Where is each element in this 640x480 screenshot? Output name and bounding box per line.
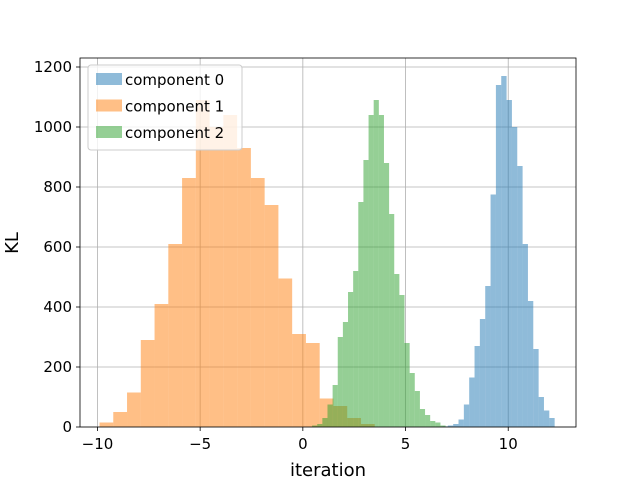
legend-label: component 1 bbox=[125, 98, 224, 116]
histogram-bar bbox=[292, 334, 306, 427]
histogram-bar bbox=[538, 397, 544, 427]
histogram-bar bbox=[342, 322, 349, 427]
legend-swatch bbox=[96, 99, 122, 112]
histogram-bar bbox=[430, 421, 436, 427]
histogram-bar bbox=[154, 304, 169, 427]
histogram-bar bbox=[479, 319, 486, 427]
histogram-bar bbox=[332, 385, 338, 427]
histogram-bar bbox=[237, 148, 251, 427]
histogram-bar bbox=[168, 244, 183, 427]
histogram-bar bbox=[358, 202, 364, 427]
series-0-bars bbox=[442, 76, 555, 427]
histogram-bar bbox=[511, 127, 518, 427]
histogram-bar bbox=[419, 409, 426, 427]
x-tick-label: 5 bbox=[401, 435, 411, 453]
legend-label: component 0 bbox=[125, 71, 224, 89]
legend-swatch bbox=[96, 126, 122, 138]
histogram-bar bbox=[458, 419, 464, 427]
y-tick-label: 0 bbox=[62, 418, 72, 436]
x-axis-label: iteration bbox=[290, 460, 366, 480]
legend-box bbox=[87, 64, 243, 151]
histogram-bar bbox=[404, 343, 410, 427]
series-1-bars bbox=[99, 100, 375, 427]
histogram-bar bbox=[517, 166, 523, 427]
histogram-bar bbox=[264, 205, 279, 427]
series-2-bars bbox=[312, 100, 446, 427]
histogram-bar bbox=[549, 418, 555, 427]
histogram-bar bbox=[305, 343, 320, 427]
plot-frame bbox=[79, 57, 577, 428]
legend-label: component 2 bbox=[125, 124, 224, 142]
x-tick-label: 10 bbox=[499, 435, 518, 453]
histogram-bar bbox=[522, 244, 528, 427]
histogram-bar bbox=[250, 178, 265, 427]
histogram-bar bbox=[348, 292, 354, 427]
histogram-bar bbox=[440, 425, 446, 427]
x-tick-label: −10 bbox=[82, 435, 114, 453]
histogram-bar bbox=[127, 392, 141, 427]
histogram-bar bbox=[399, 295, 405, 427]
histogram-bar bbox=[490, 194, 496, 427]
histogram-bar bbox=[495, 85, 502, 427]
legend-swatch bbox=[96, 73, 122, 85]
y-tick-label: 1000 bbox=[34, 118, 72, 136]
axis-ticks: −10 −5 0 5 10 0 200 400 600 800 1000 1200 bbox=[34, 58, 518, 453]
legend: component 0 component 1 component 2 bbox=[87, 64, 243, 151]
histogram-bar bbox=[182, 178, 196, 427]
histogram-bar bbox=[337, 337, 343, 427]
y-tick-label: 800 bbox=[43, 178, 72, 196]
histogram-bar bbox=[389, 214, 395, 427]
histogram-bar bbox=[378, 115, 384, 427]
histogram-bars bbox=[99, 76, 555, 427]
histogram-bar bbox=[435, 422, 441, 427]
histogram-bar bbox=[409, 373, 415, 427]
histogram-bar bbox=[140, 340, 155, 427]
histogram-bar bbox=[474, 346, 480, 427]
histogram-bar bbox=[99, 422, 114, 427]
histogram-bar bbox=[469, 377, 475, 427]
x-tick-label: −5 bbox=[189, 435, 211, 453]
histogram-bar bbox=[394, 274, 400, 427]
histogram-bar bbox=[527, 301, 534, 427]
histogram-bar bbox=[223, 115, 238, 427]
y-tick-label: 1200 bbox=[34, 58, 72, 76]
histogram-bar bbox=[501, 76, 507, 427]
y-tick-label: 200 bbox=[43, 358, 72, 376]
histogram-bar bbox=[506, 100, 512, 427]
histogram-bar bbox=[414, 391, 420, 427]
histogram-bar bbox=[353, 271, 359, 427]
histogram-bar bbox=[363, 160, 369, 427]
histogram-bar bbox=[278, 278, 293, 427]
histogram-bar bbox=[425, 415, 431, 427]
histogram-bar bbox=[447, 425, 454, 427]
x-tick-label: 0 bbox=[298, 435, 308, 453]
y-tick-label: 400 bbox=[43, 298, 72, 316]
histogram-bar bbox=[533, 349, 539, 427]
histogram-bar bbox=[195, 100, 210, 427]
histogram-bar bbox=[463, 404, 470, 427]
histogram-bar bbox=[113, 412, 128, 427]
histogram-bar bbox=[209, 127, 224, 427]
y-axis-label: KL bbox=[2, 232, 23, 254]
histogram-bar bbox=[543, 410, 550, 427]
histogram-bar bbox=[317, 424, 323, 427]
histogram-bar bbox=[368, 115, 374, 427]
y-tick-label: 600 bbox=[43, 238, 72, 256]
histogram-bar bbox=[373, 100, 379, 427]
histogram-bar bbox=[485, 286, 491, 427]
histogram-bar bbox=[383, 163, 390, 427]
histogram-bar bbox=[322, 418, 328, 427]
histogram-bar bbox=[453, 424, 459, 427]
histogram-bar bbox=[312, 425, 318, 427]
histogram-bar bbox=[327, 404, 333, 427]
